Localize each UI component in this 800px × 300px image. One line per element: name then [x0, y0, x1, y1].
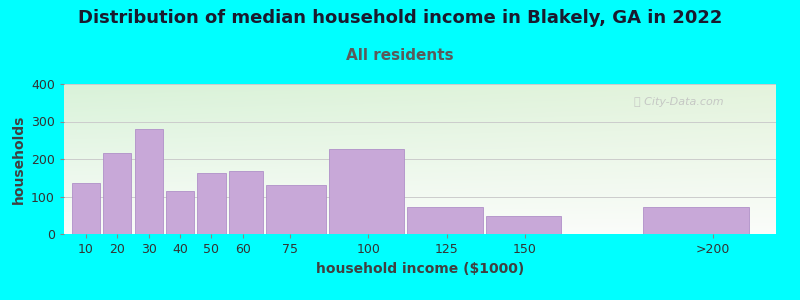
Bar — [72, 183, 100, 234]
X-axis label: household income ($1000): household income ($1000) — [316, 262, 524, 276]
Bar — [134, 129, 163, 234]
Y-axis label: households: households — [11, 114, 26, 204]
Bar — [407, 207, 482, 234]
Text: ⓘ City-Data.com: ⓘ City-Data.com — [634, 97, 723, 107]
Bar — [103, 153, 131, 234]
Bar — [229, 171, 263, 234]
Text: All residents: All residents — [346, 48, 454, 63]
Bar — [329, 148, 404, 234]
Text: Distribution of median household income in Blakely, GA in 2022: Distribution of median household income … — [78, 9, 722, 27]
Bar — [266, 185, 326, 234]
Bar — [166, 191, 194, 234]
Bar — [642, 207, 750, 234]
Bar — [486, 216, 561, 234]
Bar — [198, 173, 226, 234]
